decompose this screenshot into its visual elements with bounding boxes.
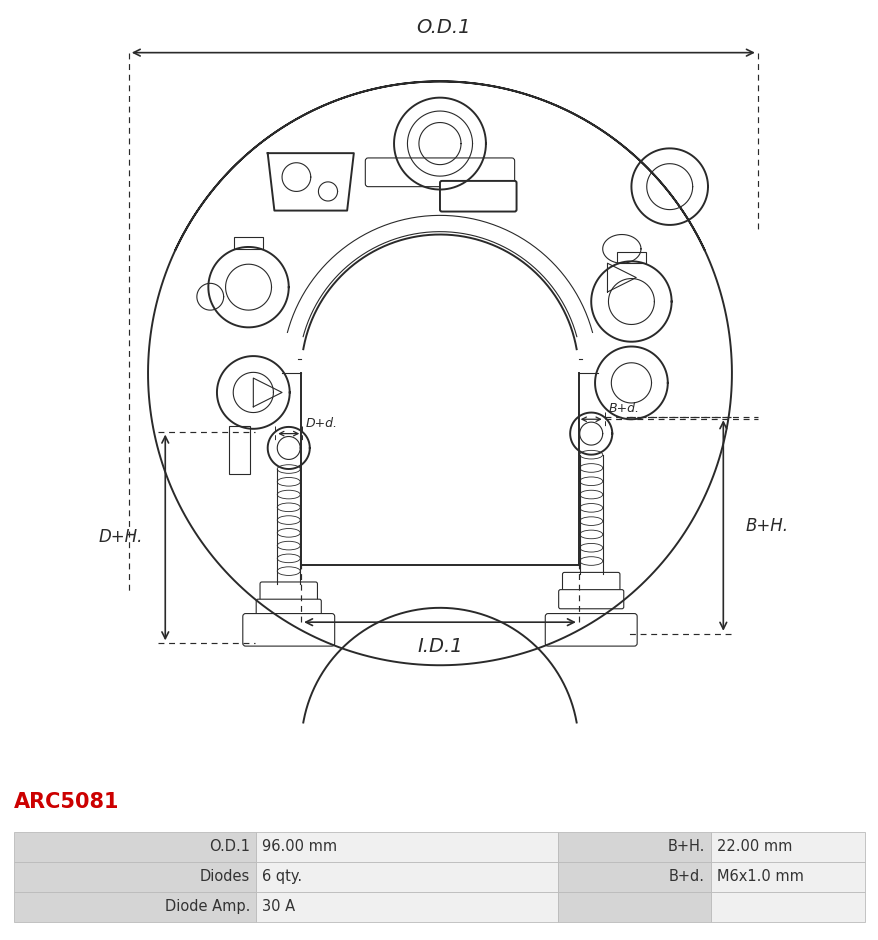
Bar (255, 892, 558, 922)
Bar (14, 862, 255, 892)
Text: 22.00 mm: 22.00 mm (716, 839, 791, 854)
Bar (616, 252, 645, 263)
Text: M6x1.0 mm: M6x1.0 mm (716, 870, 803, 885)
FancyBboxPatch shape (365, 158, 514, 187)
FancyBboxPatch shape (562, 572, 619, 593)
Ellipse shape (579, 463, 602, 472)
Ellipse shape (579, 556, 602, 565)
Bar (710, 892, 864, 922)
Bar (229, 426, 250, 474)
Text: Diode Amp.: Diode Amp. (164, 900, 249, 915)
Ellipse shape (277, 541, 300, 550)
Ellipse shape (579, 530, 602, 539)
Text: 6 qty.: 6 qty. (262, 870, 302, 885)
Ellipse shape (277, 491, 300, 499)
Ellipse shape (277, 516, 300, 525)
Ellipse shape (579, 491, 602, 499)
Text: 96.00 mm: 96.00 mm (262, 839, 337, 854)
Ellipse shape (277, 567, 300, 575)
Text: D+d.: D+d. (306, 416, 337, 430)
FancyBboxPatch shape (544, 614, 637, 646)
Text: B+H.: B+H. (745, 516, 788, 535)
Ellipse shape (579, 543, 602, 552)
Bar (558, 892, 710, 922)
FancyBboxPatch shape (242, 614, 335, 646)
Text: O.D.1: O.D.1 (415, 19, 470, 38)
Text: O.D.1: O.D.1 (209, 839, 249, 854)
Bar (558, 862, 710, 892)
Ellipse shape (579, 477, 602, 486)
Text: Diodes: Diodes (199, 870, 249, 885)
Bar (558, 832, 710, 862)
Text: B+d.: B+d. (668, 870, 704, 885)
Ellipse shape (579, 517, 602, 525)
Text: ARC5081: ARC5081 (14, 791, 119, 812)
Text: D+H.: D+H. (98, 528, 143, 546)
Bar (14, 832, 255, 862)
Text: B+d.: B+d. (608, 402, 638, 415)
Bar (710, 862, 864, 892)
FancyBboxPatch shape (260, 582, 317, 603)
Text: I.D.1: I.D.1 (417, 637, 462, 656)
Ellipse shape (277, 478, 300, 486)
Ellipse shape (277, 503, 300, 511)
Bar (255, 862, 558, 892)
Text: B+H.: B+H. (667, 839, 704, 854)
Ellipse shape (277, 554, 300, 563)
Bar (710, 832, 864, 862)
Bar (14, 892, 255, 922)
FancyBboxPatch shape (255, 599, 321, 619)
Text: 30 A: 30 A (262, 900, 295, 915)
Ellipse shape (277, 464, 300, 474)
FancyBboxPatch shape (440, 180, 516, 212)
FancyBboxPatch shape (558, 589, 623, 609)
Bar (234, 238, 263, 249)
Ellipse shape (579, 450, 602, 459)
Ellipse shape (277, 528, 300, 537)
Bar (255, 832, 558, 862)
Ellipse shape (579, 504, 602, 512)
